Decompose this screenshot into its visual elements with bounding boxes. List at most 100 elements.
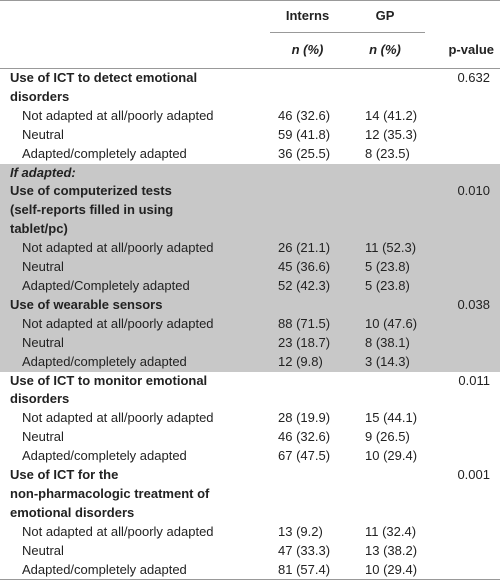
cell — [270, 466, 345, 485]
table-row: Use of wearable sensors 0.038 — [0, 295, 500, 315]
gp-value: 13 (38.2) — [365, 542, 418, 558]
table-row: Neutral 23 (18.7) 8 (38.1) — [0, 333, 500, 353]
table-row: Use of ICT to monitor emotional 0.011 — [0, 372, 500, 391]
cell — [425, 276, 500, 296]
section-title: Use of ICT to monitor emotional — [10, 372, 208, 388]
column-header: p-value — [425, 33, 500, 69]
table-row: Use of ICT to detect emotional 0.632 — [0, 69, 500, 88]
cell — [345, 201, 425, 221]
p-value: 0.011 — [458, 372, 490, 388]
section-title: disorders — [10, 391, 70, 407]
table-row: Not adapted at all/poorly adapted 13 (9.2… — [0, 523, 500, 542]
section-title: non-pharmacologic treatment of — [10, 485, 210, 501]
row-label: Adapted/completely adapted — [22, 145, 187, 161]
table-row: Not adapted at all/poorly adapted 28 (19.… — [0, 409, 500, 428]
table-row: tablet/pc) — [0, 220, 500, 240]
cell — [425, 542, 500, 561]
gp-value: 14 (41.2) — [365, 107, 418, 123]
table-row: Adapted/Completely adapted 52 (42.3) 5 (23… — [0, 276, 500, 296]
row-label: Not adapted at all/poorly adapted — [22, 410, 214, 426]
interns-value: 67 (47.5) — [278, 448, 331, 464]
table-row: If adapted: — [0, 163, 500, 183]
gp-value: 3 (14.3) — [345, 352, 425, 372]
table-row: non-pharmacologic treatment of — [0, 485, 500, 504]
cell — [425, 504, 500, 523]
interns-value: 36 (25.5) — [278, 145, 331, 161]
section-title: tablet/pc) — [0, 220, 270, 240]
column-header: GP — [345, 1, 425, 33]
column-subheader: n (%) — [270, 33, 345, 69]
cell — [345, 220, 425, 240]
cell — [425, 447, 500, 466]
p-value: 0.038 — [425, 295, 500, 315]
cell — [425, 523, 500, 542]
interns-value: 81 (57.4) — [270, 561, 345, 580]
cell — [425, 126, 500, 145]
interns-value: 47 (33.3) — [278, 542, 331, 558]
row-label: Neutral — [0, 333, 270, 353]
cell — [270, 372, 345, 391]
cell — [425, 258, 500, 277]
cell — [270, 69, 345, 88]
header-row: n (%) n (%) p-value — [0, 33, 500, 69]
table-row: disorders — [0, 390, 500, 409]
cell — [345, 466, 425, 485]
p-value: 0.010 — [425, 182, 500, 202]
gp-value: 11 (52.3) — [345, 239, 425, 259]
p-value: 0.632 — [457, 70, 490, 85]
table-row: Adapted/completely adapted 67 (47.5) 10 (2… — [0, 447, 500, 466]
interns-value: 46 (32.6) — [278, 429, 331, 445]
cell — [270, 390, 345, 409]
cell — [425, 201, 500, 221]
table-row: Not adapted at all/poorly adapted 46 (32.… — [0, 107, 500, 126]
row-label: Neutral — [22, 126, 64, 142]
cell — [425, 561, 500, 580]
cell — [270, 220, 345, 240]
gp-value: 5 (23.8) — [345, 276, 425, 296]
row-label: Neutral — [22, 429, 64, 445]
cell — [345, 390, 425, 409]
section-title: disorders — [10, 88, 70, 104]
section-title: Use of ICT to detect emotional — [10, 70, 198, 85]
cell — [425, 220, 500, 240]
cell — [345, 88, 425, 107]
cell — [425, 145, 500, 164]
gp-value: 12 (35.3) — [365, 126, 418, 142]
cell — [270, 88, 345, 107]
section-title: (self-reports filled in using — [0, 201, 270, 221]
section-title: Use of wearable sensors — [0, 295, 270, 315]
row-label: Not adapted at all/poorly adapted — [0, 239, 270, 259]
cell — [345, 295, 425, 315]
cell — [345, 372, 425, 391]
row-label: Neutral — [22, 542, 64, 558]
table-row: Neutral 47 (33.3) 13 (38.2) — [0, 542, 500, 561]
gp-value: 15 (44.1) — [365, 410, 418, 426]
row-label: Adapted/completely adapted — [0, 561, 270, 580]
cell — [425, 314, 500, 334]
table-row: Neutral 46 (32.6) 9 (26.5) — [0, 428, 500, 447]
cell — [425, 390, 500, 409]
row-label: Not adapted at all/poorly adapted — [22, 523, 214, 539]
cell — [270, 295, 345, 315]
cell — [425, 485, 500, 504]
group-note: If adapted: — [0, 163, 500, 183]
cell — [270, 485, 345, 504]
cell — [270, 182, 345, 202]
cell — [270, 504, 345, 523]
cell — [425, 239, 500, 259]
row-label: Not adapted at all/poorly adapted — [22, 107, 214, 123]
row-label: Adapted/Completely adapted — [0, 276, 270, 296]
cell — [345, 69, 425, 88]
gp-value: 9 (26.5) — [365, 429, 410, 445]
interns-value: 88 (71.5) — [270, 314, 345, 334]
interns-value: 26 (21.1) — [270, 239, 345, 259]
cell — [425, 409, 500, 428]
section-title: Use of ICT for the — [10, 467, 119, 483]
cell — [345, 485, 425, 504]
section-title: Use of computerized tests — [0, 182, 270, 202]
cell — [425, 88, 500, 107]
gp-value: 8 (38.1) — [345, 333, 425, 353]
table-row: (self-reports filled in using — [0, 201, 500, 221]
gp-value: 10 (47.6) — [345, 314, 425, 334]
table-row: disorders — [0, 88, 500, 107]
